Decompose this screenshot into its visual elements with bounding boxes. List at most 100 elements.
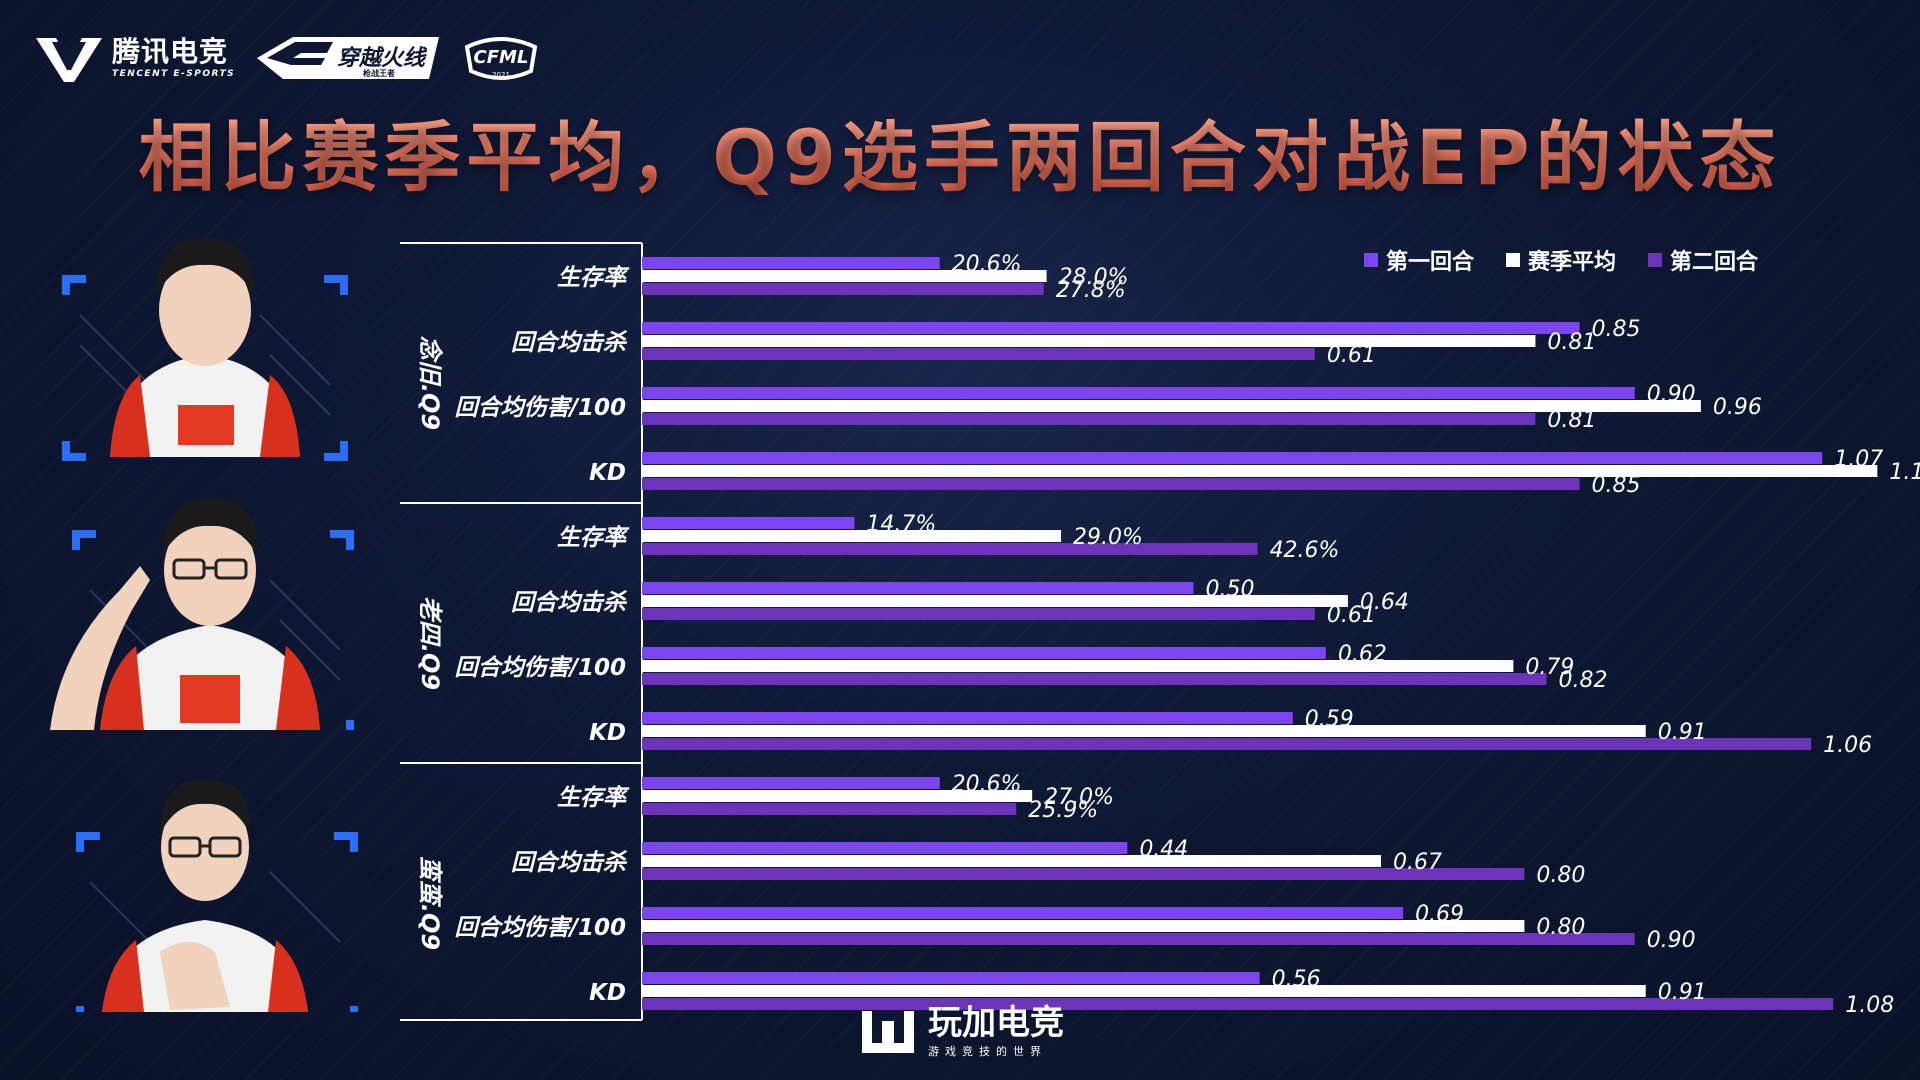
data-label: 1.12 (1889, 460, 1920, 485)
bar-round2 (642, 478, 1580, 490)
bar-season (642, 530, 1062, 542)
bar-season (642, 855, 1382, 867)
category-label: KD (589, 720, 626, 746)
bar-round2 (642, 283, 1044, 295)
data-label: 25.9% (1028, 798, 1098, 823)
bar-round1 (642, 452, 1823, 464)
data-label: 1.06 (1823, 733, 1872, 758)
data-label: 28.0% (1059, 265, 1129, 290)
bar-round1 (642, 972, 1260, 984)
data-label: 0.56 (1272, 967, 1321, 992)
data-label: 0.90 (1647, 382, 1696, 407)
category-label: 回合均击杀 (511, 590, 628, 616)
crossfire-logo-sub: 枪战王者 (363, 68, 395, 78)
data-label: 0.91 (1658, 720, 1707, 745)
wanplus-logo-icon (862, 1010, 914, 1053)
chart-labels: 念旧.Q9生存率20.6%28.0%27.8%回合均击杀0.850.810.61… (416, 252, 1920, 1018)
footer-brand: 玩加电竞 游戏竞技的世界 (858, 1006, 1064, 1057)
data-label: 0.44 (1139, 837, 1188, 862)
legend-label-round2: 第二回合 (1670, 250, 1759, 275)
crossfire-logo-text: 穿越火线 (337, 45, 428, 71)
legend-label-round1: 第一回合 (1386, 250, 1475, 275)
chart-bars (642, 257, 1878, 1010)
data-label: 0.81 (1547, 408, 1596, 433)
legend-swatch-round1 (1364, 253, 1378, 267)
legend-label-season: 赛季平均 (1528, 250, 1617, 275)
data-label: 29.0% (1073, 525, 1143, 550)
data-label: 42.6% (1270, 538, 1340, 563)
data-label: 0.80 (1536, 863, 1585, 888)
data-label: 0.82 (1558, 668, 1607, 693)
bar-season (642, 985, 1646, 997)
bar-season (642, 725, 1646, 737)
bar-round1 (642, 712, 1293, 724)
data-label: 0.64 (1360, 590, 1409, 615)
footer-slogan: 游戏竞技的世界 (928, 1045, 1047, 1058)
category-label: 回合均伤害/100 (455, 915, 626, 941)
category-label: 回合均伤害/100 (455, 395, 626, 421)
tencent-esports-en: TENCENT E-SPORTS (112, 68, 236, 79)
player-photo-2 (50, 499, 354, 730)
data-label: 1.07 (1834, 447, 1883, 472)
header-logos: 腾讯电竞 TENCENT E-SPORTS 穿越火线 枪战王者 CFML 202… (34, 28, 541, 88)
category-label: 回合均击杀 (511, 330, 628, 356)
crossfire-logo: 穿越火线 枪战王者 (257, 37, 440, 79)
player-photo-3 (76, 779, 358, 1012)
data-label: 0.62 (1338, 642, 1387, 667)
tencent-v-icon (36, 38, 102, 82)
footer-brand-name: 玩加电竞 (928, 1003, 1064, 1043)
data-label: 0.61 (1327, 603, 1376, 628)
bar-season (642, 920, 1525, 932)
bar-round1 (642, 387, 1635, 399)
data-label: 0.90 (1647, 928, 1696, 953)
bar-round2 (642, 933, 1635, 945)
data-label: 0.79 (1525, 655, 1574, 680)
data-label: 0.96 (1713, 395, 1762, 420)
bar-round1 (642, 257, 940, 269)
player-photo-1 (62, 238, 348, 461)
category-label: KD (589, 980, 626, 1006)
bar-round1 (642, 647, 1326, 659)
bar-round1 (642, 582, 1194, 594)
bar-season (642, 400, 1701, 412)
data-label: 0.59 (1305, 707, 1354, 732)
data-label: 0.61 (1327, 343, 1376, 368)
bar-season (642, 660, 1514, 672)
bar-season (642, 465, 1878, 477)
cfml-logo-text: CFML (474, 47, 529, 68)
bar-round2 (642, 998, 1834, 1010)
bar-round1 (642, 517, 855, 529)
player-card-1 (40, 205, 360, 465)
data-label: 14.7% (866, 512, 936, 537)
data-label: 0.81 (1547, 330, 1596, 355)
bar-round1 (642, 842, 1128, 854)
bar-round2 (642, 413, 1536, 425)
category-label: 生存率 (557, 525, 630, 551)
bar-round1 (642, 777, 940, 789)
data-label: 1.08 (1845, 993, 1894, 1018)
player-card-2 (40, 470, 360, 730)
legend-swatch-round2 (1648, 253, 1663, 267)
tencent-esports-cn: 腾讯电竞 (112, 34, 229, 68)
legend-item-round1: 第一回合 (1364, 244, 1474, 276)
data-label: 0.85 (1592, 317, 1641, 342)
bar-round2 (642, 868, 1525, 880)
bar-round2 (642, 803, 1017, 815)
page-title: 相比赛季平均，Q9选手两回合对战EP的状态 (0, 96, 1920, 206)
legend-item-round2: 第二回合 (1648, 244, 1758, 276)
data-label: 0.69 (1415, 902, 1464, 927)
bar-season (642, 270, 1047, 282)
data-label: 0.67 (1393, 850, 1442, 875)
bar-round1 (642, 907, 1404, 919)
cfml-logo: CFML 2021 (464, 37, 538, 80)
cfml-logo-year: 2021 (492, 71, 510, 79)
data-label: 0.80 (1536, 915, 1585, 940)
bar-round2 (642, 673, 1547, 685)
data-label: 0.85 (1592, 473, 1641, 498)
legend-swatch-season (1506, 253, 1521, 267)
category-label: 生存率 (557, 265, 630, 291)
bar-season (642, 790, 1033, 802)
category-label: 生存率 (557, 785, 630, 811)
group-player-name: 蛮蛮.Q9 (416, 856, 444, 950)
